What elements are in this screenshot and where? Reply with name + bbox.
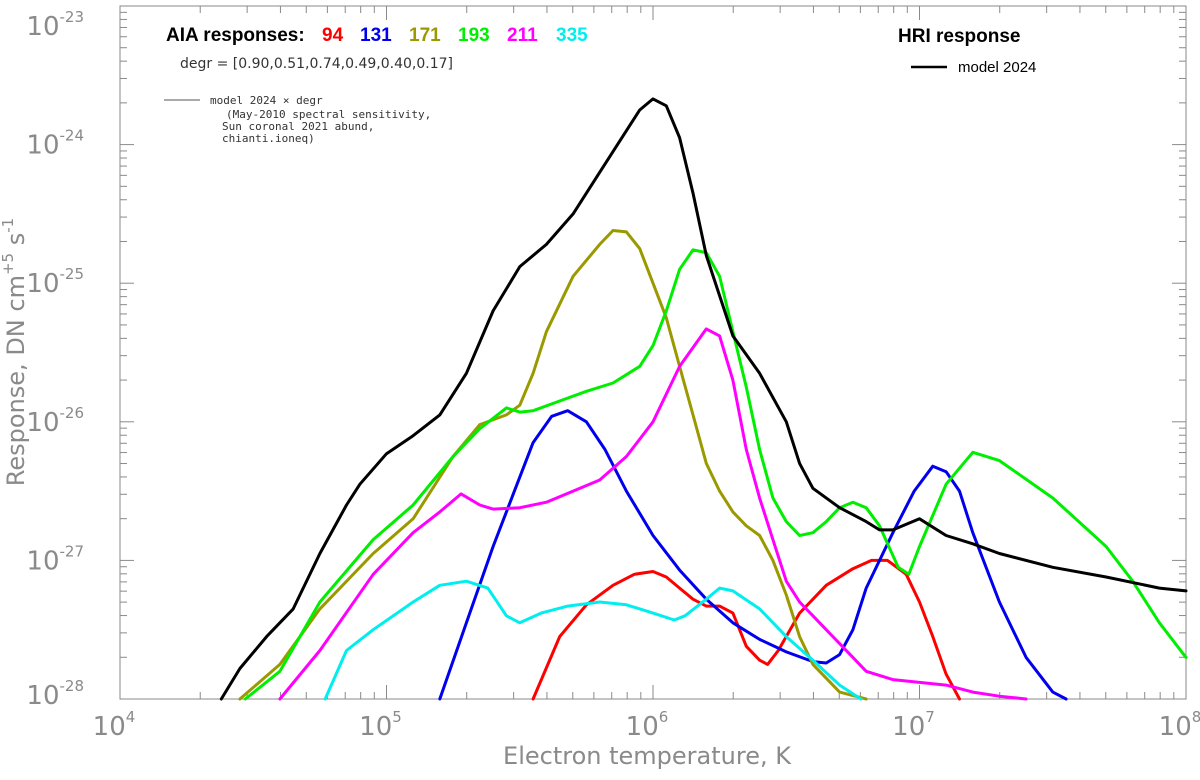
aia-legend-title: AIA responses: bbox=[166, 25, 305, 46]
y-tick-exponent: -25 bbox=[60, 265, 85, 283]
ticks-layer: 104 105 106 107 10810-2810-2710-2610-2510-24… bbox=[26, 5, 1200, 742]
series-line-model-2024 bbox=[219, 97, 1188, 701]
y-tick-base: 10 bbox=[26, 546, 59, 576]
y-tick-label: 10-28 bbox=[26, 677, 84, 711]
hri-legend-title: HRI response bbox=[898, 26, 1020, 47]
x-tick-base: 10 bbox=[626, 712, 659, 742]
y-tick-exponent: -28 bbox=[60, 677, 85, 695]
aia-channel-legend: 94 131 171 193 211 335 bbox=[322, 25, 588, 46]
y-axis-label-mid: s bbox=[2, 233, 30, 253]
x-tick-exponent: 6 bbox=[659, 708, 669, 726]
x-tick-base: 10 bbox=[1159, 712, 1192, 742]
x-tick-base: 10 bbox=[359, 712, 392, 742]
y-axis-label-exp1: +5 bbox=[0, 253, 17, 275]
series-line-131 bbox=[438, 409, 1068, 701]
series-line-335 bbox=[323, 579, 863, 701]
series-line-193 bbox=[243, 248, 1188, 701]
y-tick-exponent: -24 bbox=[60, 127, 85, 145]
y-tick-exponent: -27 bbox=[60, 542, 85, 560]
degr-text: degr = [0.90,0.51,0.74,0.49,0.40,0.17] bbox=[180, 56, 453, 72]
aia-channel-label-171: 171 bbox=[409, 25, 441, 46]
y-tick-base: 10 bbox=[26, 408, 59, 438]
x-tick-label: 105 bbox=[359, 708, 402, 742]
y-tick-exponent: -26 bbox=[60, 404, 85, 422]
y-tick-base: 10 bbox=[26, 681, 59, 711]
x-tick-exponent: 7 bbox=[925, 708, 935, 726]
y-tick-label: 10-26 bbox=[26, 404, 84, 438]
x-axis-label: Electron temperature, K bbox=[503, 742, 792, 770]
x-tick-label: 107 bbox=[892, 708, 935, 742]
series-line-211 bbox=[278, 327, 1028, 701]
note-line-2: Sun coronal 2021 abund, bbox=[222, 120, 374, 133]
x-tick-exponent: 8 bbox=[1192, 708, 1200, 726]
x-tick-base: 10 bbox=[93, 712, 126, 742]
aia-channel-label-131: 131 bbox=[360, 25, 392, 46]
x-tick-exponent: 4 bbox=[126, 708, 136, 726]
y-tick-label: 10-25 bbox=[26, 265, 84, 299]
y-tick-label: 10-23 bbox=[26, 8, 84, 42]
note-line-3: chianti.ioneq) bbox=[222, 132, 315, 145]
x-tick-label: 104 bbox=[93, 708, 136, 742]
hri-legend-label: model 2024 bbox=[958, 59, 1036, 76]
y-axis-label-prefix: Response, DN cm bbox=[2, 275, 30, 486]
x-tick-label: 108 bbox=[1159, 708, 1200, 742]
y-tick-label: 10-24 bbox=[26, 127, 84, 161]
aia-channel-label-335: 335 bbox=[556, 25, 588, 46]
x-tick-exponent: 5 bbox=[392, 708, 402, 726]
aia-channel-label-94: 94 bbox=[322, 25, 344, 46]
aia-channel-label-211: 211 bbox=[507, 25, 538, 46]
y-axis-label: Response, DN cm+5 s-1 bbox=[0, 218, 30, 486]
note-line-1: (May-2010 spectral sensitivity, bbox=[226, 108, 431, 121]
y-axis-label-exp2: -1 bbox=[0, 218, 17, 233]
gray-legend-label: model 2024 × degr bbox=[210, 94, 323, 107]
x-tick-base: 10 bbox=[892, 712, 925, 742]
aia-channel-label-193: 193 bbox=[458, 25, 490, 46]
y-tick-base: 10 bbox=[26, 12, 59, 42]
y-tick-base: 10 bbox=[26, 269, 59, 299]
x-tick-label: 106 bbox=[626, 708, 669, 742]
y-tick-base: 10 bbox=[26, 131, 59, 161]
y-tick-label: 10-27 bbox=[26, 542, 84, 576]
y-tick-exponent: -23 bbox=[60, 8, 85, 26]
series-layer bbox=[219, 97, 1188, 701]
